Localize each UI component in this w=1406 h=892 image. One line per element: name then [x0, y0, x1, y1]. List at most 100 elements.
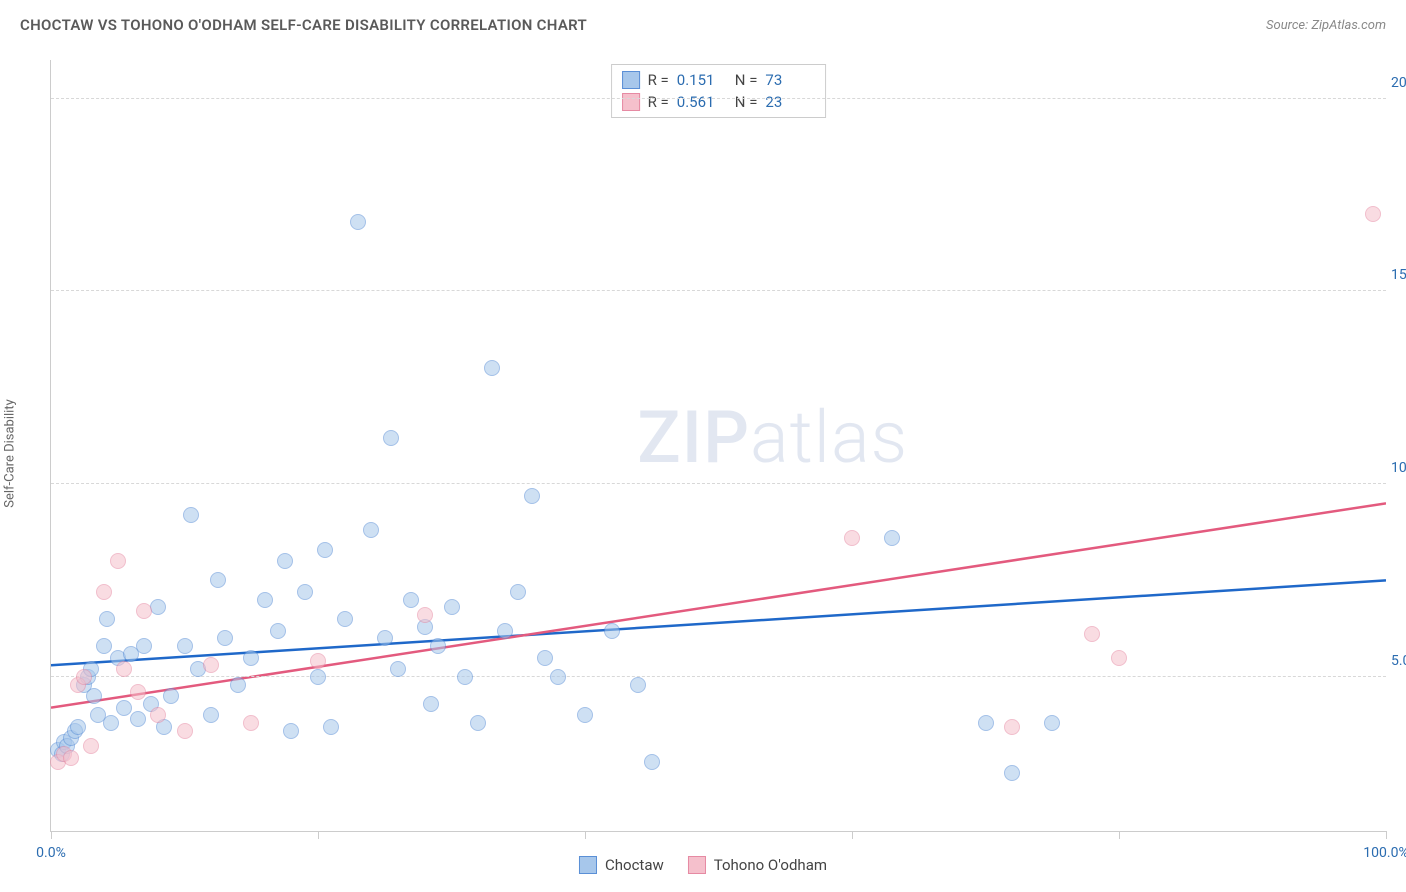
data-point: [377, 630, 393, 646]
watermark-bold: ZIP: [637, 395, 750, 480]
legend-item: Choctaw: [579, 856, 664, 874]
x-tick: [852, 831, 853, 839]
x-tick: [1386, 831, 1387, 839]
data-point: [390, 661, 406, 677]
y-tick-label: 5.0%: [1391, 653, 1406, 669]
data-point: [310, 669, 326, 685]
legend-label: Choctaw: [605, 856, 664, 874]
data-point: [1004, 765, 1020, 781]
data-point: [270, 623, 286, 639]
data-point: [430, 638, 446, 654]
data-point: [203, 657, 219, 673]
legend-item: Tohono O'odham: [688, 856, 827, 874]
data-point: [403, 592, 419, 608]
data-point: [243, 650, 259, 666]
data-point: [323, 719, 339, 735]
chart-area: ZIPatlas R =0.151N =73R =0.561N =23 5.0%…: [50, 60, 1386, 832]
data-point: [470, 715, 486, 731]
data-point: [243, 715, 259, 731]
data-point: [884, 530, 900, 546]
data-point: [136, 638, 152, 654]
data-point: [203, 707, 219, 723]
x-tick: [51, 831, 52, 839]
data-point: [116, 661, 132, 677]
data-point: [1365, 206, 1381, 222]
data-point: [70, 719, 86, 735]
data-point: [510, 584, 526, 600]
data-point: [630, 677, 646, 693]
data-point: [230, 677, 246, 693]
legend-swatch: [688, 856, 706, 874]
data-point: [1111, 650, 1127, 666]
data-point: [63, 750, 79, 766]
data-point: [350, 214, 366, 230]
x-tick: [585, 831, 586, 839]
n-label: N =: [735, 93, 758, 111]
data-point: [130, 711, 146, 727]
data-point: [110, 553, 126, 569]
stats-row: R =0.561N =23: [622, 91, 816, 113]
data-point: [1004, 719, 1020, 735]
stats-row: R =0.151N =73: [622, 69, 816, 91]
data-point: [277, 553, 293, 569]
series-legend: Choctaw Tohono O'odham: [579, 856, 827, 874]
plot-region: ZIPatlas R =0.151N =73R =0.561N =23 5.0%…: [50, 60, 1386, 832]
data-point: [283, 723, 299, 739]
data-point: [217, 630, 233, 646]
y-tick-label: 15.0%: [1391, 267, 1406, 283]
source-name: ZipAtlas.com: [1311, 18, 1386, 33]
data-point: [297, 584, 313, 600]
r-label: R =: [648, 71, 669, 89]
data-point: [577, 707, 593, 723]
data-point: [644, 754, 660, 770]
x-tick: [1119, 831, 1120, 839]
data-point: [978, 715, 994, 731]
watermark-light: atlas: [750, 395, 908, 480]
gridline-h: [51, 98, 1386, 99]
x-tick-label: 100.0%: [1363, 845, 1406, 861]
data-point: [99, 611, 115, 627]
data-point: [1044, 715, 1060, 731]
data-point: [183, 507, 199, 523]
legend-swatch: [622, 71, 640, 89]
gridline-h: [51, 290, 1386, 291]
data-point: [537, 650, 553, 666]
data-point: [210, 572, 226, 588]
x-tick: [318, 831, 319, 839]
data-point: [524, 488, 540, 504]
watermark: ZIPatlas: [637, 395, 908, 480]
r-label: R =: [648, 93, 669, 111]
data-point: [457, 669, 473, 685]
data-point: [150, 707, 166, 723]
data-point: [1084, 626, 1100, 642]
data-point: [96, 584, 112, 600]
y-tick-label: 20.0%: [1391, 75, 1406, 91]
legend-swatch: [622, 93, 640, 111]
n-value: 23: [765, 93, 815, 111]
y-axis-label: Self-Care Disability: [3, 399, 18, 507]
data-point: [844, 530, 860, 546]
y-tick-label: 10.0%: [1391, 460, 1406, 476]
data-point: [444, 599, 460, 615]
data-point: [484, 360, 500, 376]
data-point: [363, 522, 379, 538]
data-point: [423, 696, 439, 712]
trendline: [51, 503, 1386, 707]
data-point: [177, 723, 193, 739]
data-point: [96, 638, 112, 654]
data-point: [257, 592, 273, 608]
data-point: [317, 542, 333, 558]
data-point: [497, 623, 513, 639]
data-point: [310, 653, 326, 669]
data-point: [83, 738, 99, 754]
x-tick-label: 0.0%: [36, 845, 66, 861]
n-label: N =: [735, 71, 758, 89]
source-label: Source:: [1266, 18, 1311, 33]
data-point: [177, 638, 193, 654]
data-point: [130, 684, 146, 700]
data-point: [337, 611, 353, 627]
data-point: [604, 623, 620, 639]
legend-label: Tohono O'odham: [714, 856, 827, 874]
gridline-h: [51, 676, 1386, 677]
data-point: [136, 603, 152, 619]
